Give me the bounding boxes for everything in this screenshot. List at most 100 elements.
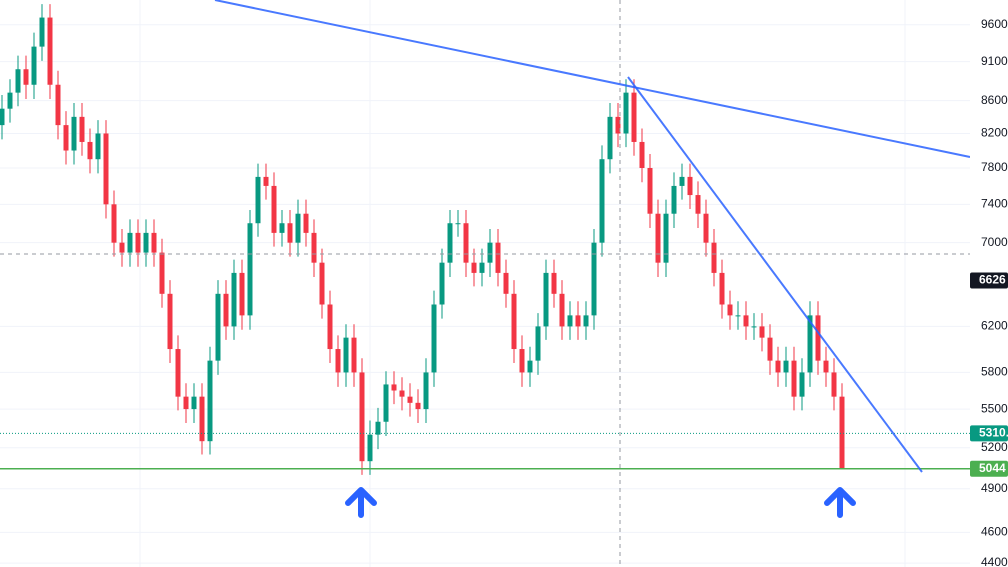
candle-body [503,272,509,294]
candle-body [719,272,725,305]
candle-body [695,195,701,214]
candle-body [743,315,749,327]
candle-body [559,293,565,327]
candle-body [767,337,773,361]
candle-body [655,213,661,263]
price-tag [970,272,1008,289]
candle-body [359,372,365,462]
candle-body [159,252,165,294]
candle-body [311,232,317,263]
candle-body [807,315,813,373]
candle-body [751,326,757,328]
y-tick-label: 5800 [981,365,1008,379]
y-tick-label: 7000 [981,235,1008,249]
candle-body [23,69,29,85]
candle-body [343,337,349,373]
candle-body [151,232,157,253]
candle-body [519,349,525,373]
y-tick-label: 6200 [981,319,1008,333]
candle-body [71,116,77,151]
candle-body [591,242,597,316]
y-tick-label: 4400 [981,555,1008,567]
arrow-up [824,487,856,518]
candle-body [615,116,621,134]
candle-body [647,167,653,214]
candle-body [671,185,677,214]
y-tick-label: 8600 [981,93,1008,107]
price-lines [0,432,970,470]
candle-body [535,326,541,361]
candle-body [103,133,109,205]
candle-body [623,92,629,134]
candle-body [463,223,469,263]
candle-body [567,315,573,327]
candle-body [663,213,669,263]
candle-body [327,304,333,350]
candle-body [455,223,461,225]
candle-body [735,315,741,317]
candle-body [687,176,693,196]
y-tick-label: 9100. [981,54,1008,68]
candle-body [63,125,69,151]
candle-body [431,304,437,373]
candle-body [319,262,325,305]
candle-body [479,262,485,273]
candle-body [7,92,13,109]
candle-body [47,17,53,85]
candle-body [183,396,189,410]
candle-body [551,272,557,294]
candle-body [487,242,493,263]
y-tick-label: 4600 [981,525,1008,539]
candle-body [839,396,845,468]
candle-body [543,272,549,327]
candle-body [423,372,429,410]
candle-body [111,204,117,243]
candle-body [775,360,781,373]
candle-body [127,232,133,253]
candle-body [383,384,389,422]
y-tick-label: 5200 [981,440,1008,454]
candle-body [31,46,37,85]
candle-body [727,304,733,316]
y-tick-label: 8200 [981,126,1008,140]
candle-body [447,223,453,263]
candle-body [815,315,821,361]
candle-body [471,262,477,273]
candle-body [351,337,357,373]
candle-body [399,390,405,397]
y-tick-label: 5500 [981,401,1008,415]
candle-body [167,293,173,350]
candle-body [375,421,381,435]
candle-body [759,326,765,338]
candle-body [711,242,717,273]
candle-body [831,372,837,397]
price-tag-label: 5044 [979,461,1006,475]
price-tag-label: 5310. [979,426,1008,440]
candle-body [143,232,149,253]
candle-body [679,176,685,186]
price-axis: 9600 9100. 8600 8200 7800 7400 7000 6200 5800 550… [970,0,1008,567]
candle-body [287,223,293,243]
candle-body [495,242,501,273]
price-tag [970,460,1008,477]
y-tick-label: 4900 [981,481,1008,495]
candle-body [263,176,269,186]
y-tick-label: 9600 [981,17,1008,31]
candle-body [527,360,533,373]
candle-body [439,262,445,305]
candle-body [87,141,93,160]
candle-body [271,185,277,233]
candle-body [607,116,613,160]
candle-body [823,360,829,373]
candle-body [631,92,637,142]
y-tick-label: 7400 [981,196,1008,210]
candle-body [599,159,605,243]
candle-body [335,349,341,373]
trendline [627,76,923,473]
candle-body [575,315,581,327]
candle-body [511,293,517,350]
arrow-up [345,487,377,518]
candle-body [247,223,253,316]
trendline [214,0,971,158]
